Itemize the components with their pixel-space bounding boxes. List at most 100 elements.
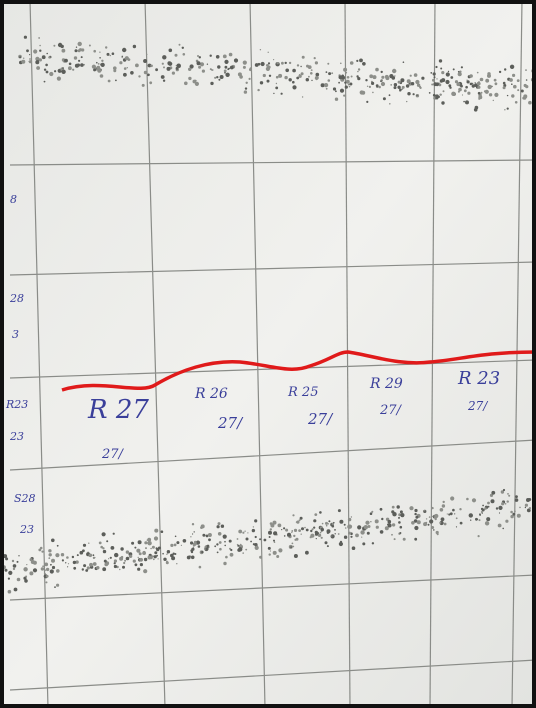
- speckle: [201, 69, 205, 73]
- speckle: [434, 513, 439, 519]
- speckle: [23, 57, 25, 59]
- speckle: [406, 100, 408, 103]
- speckle: [339, 88, 345, 93]
- speckle: [160, 530, 164, 533]
- speckle: [74, 49, 78, 53]
- speckle: [447, 70, 450, 73]
- speckle: [288, 61, 292, 65]
- margin-note: 3: [12, 328, 19, 341]
- speckle: [16, 577, 21, 582]
- speckle: [509, 78, 513, 82]
- speckle: [488, 93, 493, 97]
- speckle: [208, 538, 211, 542]
- speckle: [451, 91, 456, 97]
- speckle: [484, 507, 487, 510]
- speckle: [130, 71, 134, 75]
- speckle: [192, 533, 194, 535]
- speckle: [46, 52, 48, 55]
- speckle: [331, 72, 334, 75]
- speckle: [365, 79, 368, 82]
- speckle: [389, 103, 391, 105]
- speckle: [186, 555, 191, 560]
- speckle: [371, 510, 374, 513]
- speckle: [338, 541, 343, 547]
- speckle: [247, 532, 249, 534]
- speckle: [301, 55, 305, 59]
- speckle: [51, 538, 55, 543]
- speckle: [484, 521, 490, 526]
- speckle: [243, 90, 248, 94]
- speckle: [351, 546, 356, 550]
- speckle: [181, 46, 184, 49]
- speckle: [134, 546, 137, 549]
- speckle: [229, 65, 234, 70]
- speckle: [298, 529, 301, 532]
- speckle: [466, 79, 468, 81]
- speckle: [224, 65, 228, 69]
- speckle: [269, 550, 271, 552]
- speckle: [254, 545, 259, 551]
- speckle: [436, 78, 438, 80]
- speckle: [139, 557, 144, 562]
- speckle: [188, 67, 192, 72]
- speckle: [466, 80, 470, 84]
- speckle: [192, 547, 195, 549]
- speckle: [196, 61, 201, 66]
- speckle: [245, 548, 248, 551]
- speckle: [314, 530, 318, 534]
- speckle: [7, 589, 12, 594]
- speckle: [344, 81, 347, 84]
- speckle: [440, 67, 443, 70]
- speckle: [479, 513, 481, 516]
- speckle: [44, 562, 49, 567]
- speckle: [502, 81, 506, 85]
- speckle: [126, 67, 128, 69]
- speckle: [313, 526, 316, 529]
- speckle: [293, 554, 298, 558]
- speckle: [283, 527, 286, 530]
- speckle: [216, 551, 219, 554]
- speckle: [174, 535, 177, 538]
- speckle: [391, 76, 396, 80]
- speckle: [83, 63, 85, 66]
- speckle: [273, 541, 276, 543]
- speckle: [242, 531, 245, 534]
- speckle: [30, 560, 35, 564]
- speckle: [267, 62, 271, 65]
- speckle: [366, 100, 369, 103]
- speckle: [409, 74, 412, 77]
- speckle: [102, 549, 107, 554]
- speckle: [277, 523, 282, 528]
- speckle: [470, 519, 472, 521]
- speckle: [43, 572, 46, 575]
- speckle: [49, 569, 54, 574]
- speckle: [79, 550, 84, 555]
- speckle: [313, 519, 317, 523]
- speckle: [120, 547, 124, 551]
- speckle: [315, 72, 320, 77]
- speckle: [239, 543, 242, 546]
- speckle: [156, 554, 159, 557]
- label-name: R 23: [457, 368, 500, 389]
- speckle: [381, 75, 385, 79]
- speckle: [400, 78, 405, 83]
- speckle: [147, 555, 152, 560]
- speckle: [493, 78, 497, 82]
- speckle: [64, 58, 68, 63]
- speckle: [56, 544, 59, 547]
- speckle: [355, 533, 359, 538]
- speckle: [512, 512, 516, 516]
- speckle: [431, 83, 434, 86]
- speckle: [76, 554, 79, 557]
- speckle: [510, 514, 514, 519]
- speckle: [432, 93, 436, 97]
- speckle: [96, 61, 98, 64]
- label-count: 27/: [217, 414, 244, 432]
- speckle: [349, 61, 354, 65]
- speckle: [18, 555, 20, 557]
- speckle: [396, 505, 400, 509]
- speckle: [101, 59, 104, 62]
- speckle: [190, 536, 192, 538]
- speckle: [248, 77, 251, 80]
- speckle: [450, 76, 454, 79]
